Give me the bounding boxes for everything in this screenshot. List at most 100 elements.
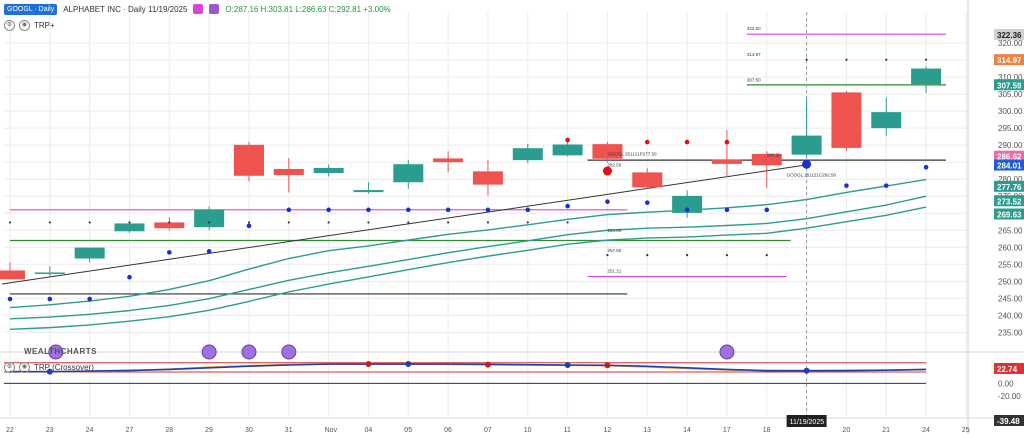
y-tick-label: 235.00 xyxy=(998,328,1023,337)
candle-body xyxy=(871,112,902,129)
eye-icon[interactable]: ◉ xyxy=(19,20,30,31)
y-tick-label: 260.00 xyxy=(998,243,1023,252)
blue-dot xyxy=(764,207,770,213)
y-tick-label: 300.00 xyxy=(998,107,1023,116)
y-tick-label: 250.00 xyxy=(998,277,1023,286)
lower-y-tick-label: -20.00 xyxy=(998,392,1021,401)
x-tick-label: 29 xyxy=(205,427,213,434)
blue-dot xyxy=(525,207,531,213)
black-dot xyxy=(606,254,609,257)
price-annotation: 314.97 xyxy=(747,52,761,57)
x-tick-label: 05 xyxy=(404,427,412,434)
x-tick-label: 14 xyxy=(683,427,691,434)
x-tick-label: 18 xyxy=(763,427,771,434)
candle-body xyxy=(632,172,663,188)
black-dot xyxy=(8,221,12,224)
eye-icon[interactable]: ◉ xyxy=(19,362,30,373)
black-dot xyxy=(805,58,808,61)
candle-body xyxy=(791,135,822,155)
trp-dot xyxy=(405,361,412,368)
black-dot xyxy=(646,254,649,257)
price-annotation: 251.21 xyxy=(607,268,621,273)
candle-body xyxy=(552,144,583,156)
signal-icon xyxy=(241,344,257,360)
y-tick-label: 240.00 xyxy=(998,311,1023,320)
price-tag-label: 284.01 xyxy=(997,162,1022,171)
black-dot xyxy=(725,254,729,257)
price-annotation: 307.50 xyxy=(747,77,761,82)
lower-tag xyxy=(994,362,1024,374)
indicator-bottom-label: TRP (Crossover) xyxy=(34,363,94,372)
candle-body xyxy=(751,154,782,166)
price-annotation: GOOGL 251121P277.50 xyxy=(607,151,657,156)
blue-dot xyxy=(485,207,491,213)
candle-body xyxy=(233,144,264,176)
x-tick-label: 06 xyxy=(444,427,452,434)
price-tag xyxy=(994,180,1024,192)
black-dot xyxy=(48,221,51,224)
moving-average-line xyxy=(9,195,927,320)
price-tag-label: 286.62 xyxy=(997,153,1022,162)
price-annotation: 285.50 xyxy=(767,153,781,158)
settings-icon[interactable]: ⚙ xyxy=(4,20,15,31)
price-tag xyxy=(994,54,1024,66)
chart-header: GOOGL · Daily ALPHABET INC · Daily 11/19… xyxy=(4,2,391,16)
y-tick-label: 310.00 xyxy=(998,73,1023,82)
ohlc-readout: O:287.16 H:303.81 L:286.63 C:292.81 +3.0… xyxy=(225,4,391,14)
price-tag-label: 269.63 xyxy=(997,210,1022,219)
black-dot xyxy=(526,221,529,224)
x-tick-label: 07 xyxy=(484,427,492,434)
price-tag-label: 307.59 xyxy=(997,81,1022,90)
blue-dot xyxy=(605,199,610,204)
black-dot xyxy=(168,221,171,224)
lower-y-tick-label: 0.00 xyxy=(998,379,1014,388)
trp-dot xyxy=(46,368,53,375)
blue-dot xyxy=(246,223,252,229)
blue-dot xyxy=(7,296,13,302)
black-dot xyxy=(247,221,251,224)
candle-body xyxy=(592,144,623,159)
price-tag-label: 273.52 xyxy=(997,197,1022,206)
blue-dot xyxy=(405,207,411,213)
x-tick-label: 25 xyxy=(962,427,970,434)
indicator-top-row: ⚙ ◉ TRP+ xyxy=(4,20,55,31)
candle-body xyxy=(433,158,464,163)
black-dot xyxy=(924,58,928,61)
price-tag-label: 322.36 xyxy=(997,31,1022,40)
black-dot xyxy=(327,221,330,224)
blue-dot xyxy=(445,207,451,213)
x-tick-label: Nov xyxy=(325,427,338,434)
symbol-badge[interactable]: GOOGL · Daily xyxy=(4,3,58,15)
trp-dot xyxy=(365,361,372,368)
candle-body xyxy=(711,159,742,164)
blue-dot xyxy=(684,207,690,213)
black-dot xyxy=(447,221,450,224)
y-tick-label: 320.00 xyxy=(998,39,1023,48)
lower-tag xyxy=(994,415,1024,426)
trendline xyxy=(1,164,807,285)
lower-tag-label: -39.48 xyxy=(997,417,1020,426)
x-tick-label: 30 xyxy=(245,427,253,434)
price-tag xyxy=(994,150,1024,162)
price-tag xyxy=(994,79,1024,91)
x-tick-label: 27 xyxy=(125,427,133,434)
trp-dot xyxy=(564,361,571,368)
color-square-1[interactable] xyxy=(193,4,204,14)
trp-dot xyxy=(484,361,491,368)
red-dot xyxy=(644,139,650,145)
blue-dot xyxy=(565,203,570,209)
black-dot xyxy=(486,221,490,224)
settings-icon[interactable]: ⚙ xyxy=(4,362,15,373)
black-dot xyxy=(287,221,290,224)
trp-dot xyxy=(803,367,810,374)
moving-average-line xyxy=(9,178,927,309)
color-square-2[interactable] xyxy=(209,4,220,14)
blue-dot xyxy=(326,207,331,213)
price-annotation: GOOGL 251121C292.50 xyxy=(787,172,837,177)
x-tick-label: 04 xyxy=(364,427,372,434)
blue-dot xyxy=(286,207,292,213)
x-tick-label: 31 xyxy=(285,427,293,434)
candle-body xyxy=(313,167,344,174)
indicator-top-label: TRP+ xyxy=(34,21,55,30)
